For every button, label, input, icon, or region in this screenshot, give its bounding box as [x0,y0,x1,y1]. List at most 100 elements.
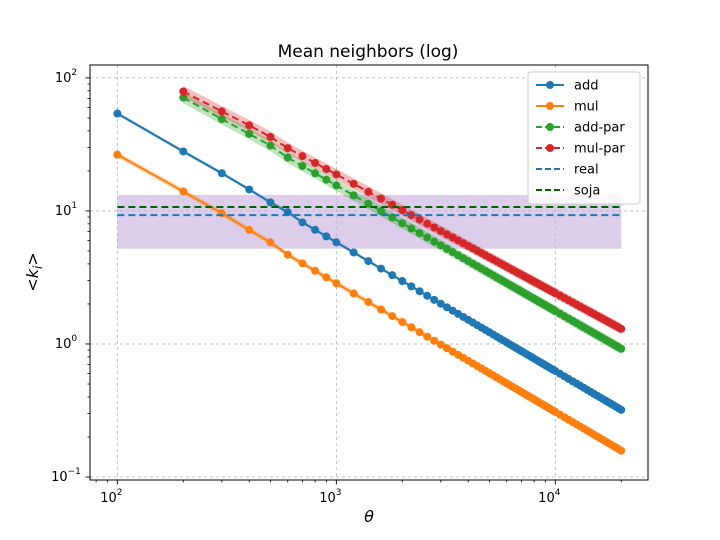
point-add [245,185,254,194]
point-mul-par [298,152,307,161]
point-mul-par [377,194,386,203]
legend-item-real: real [536,163,599,178]
point-add [398,277,407,286]
point-mul [407,323,416,332]
point-add-par [430,237,439,246]
point-mul [311,266,320,275]
legend-marker [546,81,554,89]
point-mul-par [349,179,358,188]
point-mul [442,344,451,353]
legend-marker [546,102,554,110]
legend-label: real [574,163,599,178]
y-axis-label: <ki> [23,252,45,291]
point-mul [298,259,307,268]
point-mul [436,340,445,349]
point-mul-par [266,132,275,141]
point-add-par [364,199,373,208]
point-mul-par [436,227,445,236]
point-add-par [298,161,307,170]
point-add [311,225,320,234]
series-mul-par [179,86,626,335]
point-mul-par [430,223,439,232]
plot-frame [89,64,649,481]
point-mul [377,305,386,314]
point-add-par [415,229,424,238]
point-add [377,264,386,273]
point-add-par [617,344,626,353]
point-add-par [311,169,320,178]
point-mul [245,225,254,234]
point-add-par [407,224,416,233]
point-add [407,282,416,291]
point-mul [349,289,358,298]
point-add-par [217,115,226,124]
point-add [266,198,275,207]
point-add [349,248,358,257]
point-mul-par [217,107,226,116]
point-add [283,208,292,217]
point-mul [430,336,439,345]
point-mul-par [415,215,424,224]
point-mul-par [322,165,331,174]
point-mul-par [407,211,416,220]
y-tick-label: 100 [55,334,78,352]
legend-label: soja [574,184,600,199]
legend-item-soja: soja [536,184,600,199]
point-add [415,287,424,296]
legend-label: add-par [574,121,625,136]
point-add [436,299,445,308]
point-add-par [423,233,432,242]
x-axis-ticks: 102 103 104 [95,480,622,506]
point-add [332,238,341,247]
x-tick-label: 102 [100,488,122,506]
point-add-par [332,181,341,190]
point-mul-par [332,170,341,179]
point-mul [179,187,188,196]
point-mul-par [398,206,407,215]
point-add-par [436,241,445,250]
point-mul-par [423,219,432,228]
point-add [322,232,331,241]
point-add [217,169,226,178]
point-mul-par [283,144,292,153]
legend-item-add: add [536,79,598,94]
y-tick-label: 10−1 [51,467,81,485]
x-axis-label: θ [364,507,374,526]
legend-marker [546,144,554,152]
point-add [298,218,307,227]
point-add [430,295,439,304]
point-mul [617,446,626,455]
point-add-par [179,93,188,102]
point-mul [332,279,341,288]
point-mul [423,332,432,341]
point-add-par [349,191,358,200]
legend-label: add [574,79,598,94]
legend-item-mul: mul [536,100,599,115]
legend: add mul add-par mul-par real soja [527,71,641,205]
point-mul-par [364,187,373,196]
point-add-par [377,207,386,216]
point-add-par [266,141,275,150]
point-mul [283,250,292,259]
point-add [388,271,397,280]
legend-marker [546,123,554,131]
point-mul [364,298,373,307]
point-mul [266,238,275,247]
point-mul-par [311,158,320,167]
point-add [617,405,626,414]
chart-title: Mean neighbors (log) [278,42,459,62]
y-axis-ticks: 10−1 100 101 102 [51,68,90,485]
point-add [423,291,432,300]
point-add-par [245,129,254,138]
point-add [179,147,188,156]
legend-label: mul [574,100,599,115]
series-layer [113,86,626,455]
point-mul [322,273,331,282]
point-mul [113,150,122,159]
legend-item-add-par: add-par [536,121,625,136]
y-tick-label: 102 [55,68,77,86]
point-add-par [322,175,331,184]
point-add [113,109,122,118]
legend-item-mul-par: mul-par [536,142,625,157]
